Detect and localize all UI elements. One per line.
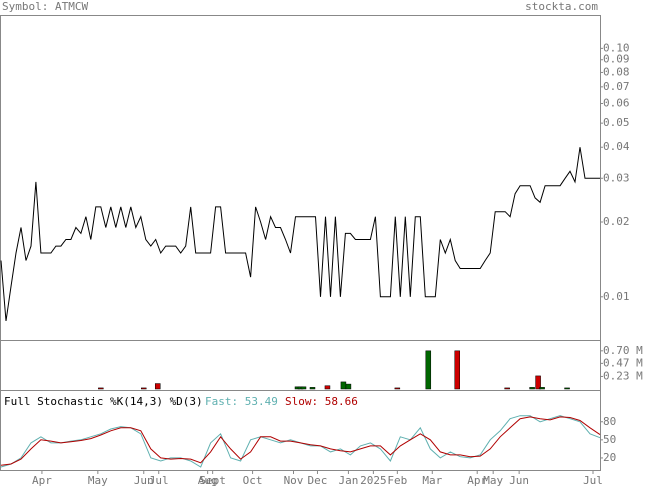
volume-bar xyxy=(564,387,570,390)
x-tick-label: Apr xyxy=(32,474,52,486)
panel-title: Full Stochastic %K(14,3) %D(3) xyxy=(4,395,203,408)
x-tick-label: Jan xyxy=(338,474,358,486)
y-tick-label: 80 xyxy=(603,415,616,428)
x-tick-label: Sept xyxy=(199,474,226,486)
y-tick-label: 0.09 xyxy=(603,53,630,66)
symbol: Symbol: ATMCW xyxy=(2,0,88,13)
volume-bar xyxy=(345,383,352,390)
y-tick-label: 0.70 M xyxy=(603,344,643,357)
y-tick-label: 50 xyxy=(603,433,616,446)
volume-bar xyxy=(309,387,316,390)
price-line xyxy=(0,147,600,321)
x-tick-label: Feb xyxy=(387,474,407,486)
volume-bar xyxy=(504,387,510,390)
site: stockta.com xyxy=(525,0,598,13)
legend-entry: Slow: 58.66 xyxy=(285,395,358,408)
x-tick-label: 2025 xyxy=(360,474,387,486)
volume-bar xyxy=(98,387,104,390)
x-tick-label: Jun xyxy=(134,474,154,486)
x-tick-label: Nov xyxy=(284,474,304,486)
volume-bar xyxy=(324,385,331,390)
volume-bar xyxy=(535,375,541,390)
y-tick-label: 0.05 xyxy=(603,116,630,129)
volume-bar xyxy=(340,381,347,390)
stochastic-panel xyxy=(0,390,601,471)
volume-bar xyxy=(425,350,432,390)
volume-bar xyxy=(394,387,401,390)
x-tick-label: Jun xyxy=(509,474,529,486)
x-tick-label: Mar xyxy=(422,474,442,486)
x-tick-label: Dec xyxy=(308,474,328,486)
y-tick-label: 0.04 xyxy=(603,140,630,153)
volume-bar xyxy=(141,387,147,390)
volume-bar xyxy=(539,387,545,390)
x-tick-label: May xyxy=(88,474,108,486)
volume-bar xyxy=(154,383,161,390)
x-tick-label: Apr xyxy=(467,474,487,486)
y-tick-label: 0.08 xyxy=(603,65,630,78)
y-tick-label: 0.07 xyxy=(603,80,630,93)
x-tick-label: Jul xyxy=(583,474,603,486)
y-tick-label: 0.47 M xyxy=(603,356,643,369)
y-tick-label: 0.02 xyxy=(603,215,630,228)
y-tick-label: 0.03 xyxy=(603,171,630,184)
y-tick-label: 0.01 xyxy=(603,290,630,303)
x-tick-label: Jul xyxy=(149,474,169,486)
x-tick-label: Aug xyxy=(198,474,218,486)
volume-bar xyxy=(454,350,460,390)
volume-bar xyxy=(300,386,307,390)
legend-entry: Fast: 53.49 xyxy=(205,395,278,408)
y-tick-label: 0.06 xyxy=(603,96,630,109)
x-tick-label: May xyxy=(483,474,503,486)
x-tick-label: Oct xyxy=(243,474,263,486)
y-tick-label: 0.23 M xyxy=(603,369,643,382)
stochastic-line xyxy=(0,416,601,466)
y-tick-label: 0.10 xyxy=(603,41,630,54)
volume-bar xyxy=(529,387,535,390)
y-tick-label: 20 xyxy=(603,451,616,464)
